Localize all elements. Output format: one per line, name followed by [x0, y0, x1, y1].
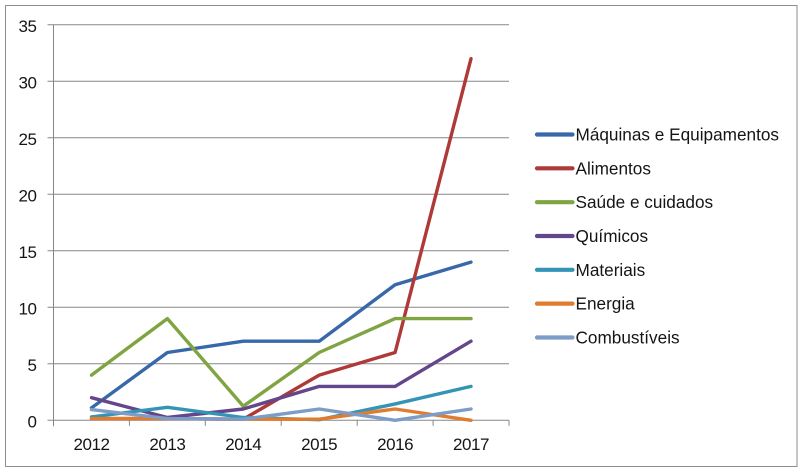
svg-text:10: 10 [18, 299, 36, 318]
svg-text:Energia: Energia [576, 294, 636, 314]
svg-text:15: 15 [18, 243, 36, 262]
svg-text:2012: 2012 [73, 435, 109, 454]
svg-text:2014: 2014 [225, 435, 261, 454]
svg-text:Saúde e cuidados: Saúde e cuidados [576, 192, 714, 212]
svg-text:Máquinas e Equipamentos: Máquinas e Equipamentos [576, 125, 780, 145]
svg-text:5: 5 [27, 356, 36, 375]
svg-text:Materiais: Materiais [576, 260, 646, 280]
svg-text:30: 30 [18, 73, 36, 92]
svg-text:20: 20 [18, 186, 36, 205]
svg-text:0: 0 [27, 412, 36, 431]
svg-text:2013: 2013 [149, 435, 185, 454]
svg-text:2016: 2016 [377, 435, 413, 454]
svg-text:Alimentos: Alimentos [576, 158, 651, 178]
svg-text:2017: 2017 [453, 435, 489, 454]
svg-text:Químicos: Químicos [576, 226, 649, 246]
svg-text:Combustíveis: Combustíveis [576, 328, 680, 348]
svg-text:25: 25 [18, 130, 36, 149]
svg-text:2015: 2015 [301, 435, 337, 454]
svg-text:35: 35 [18, 17, 36, 36]
